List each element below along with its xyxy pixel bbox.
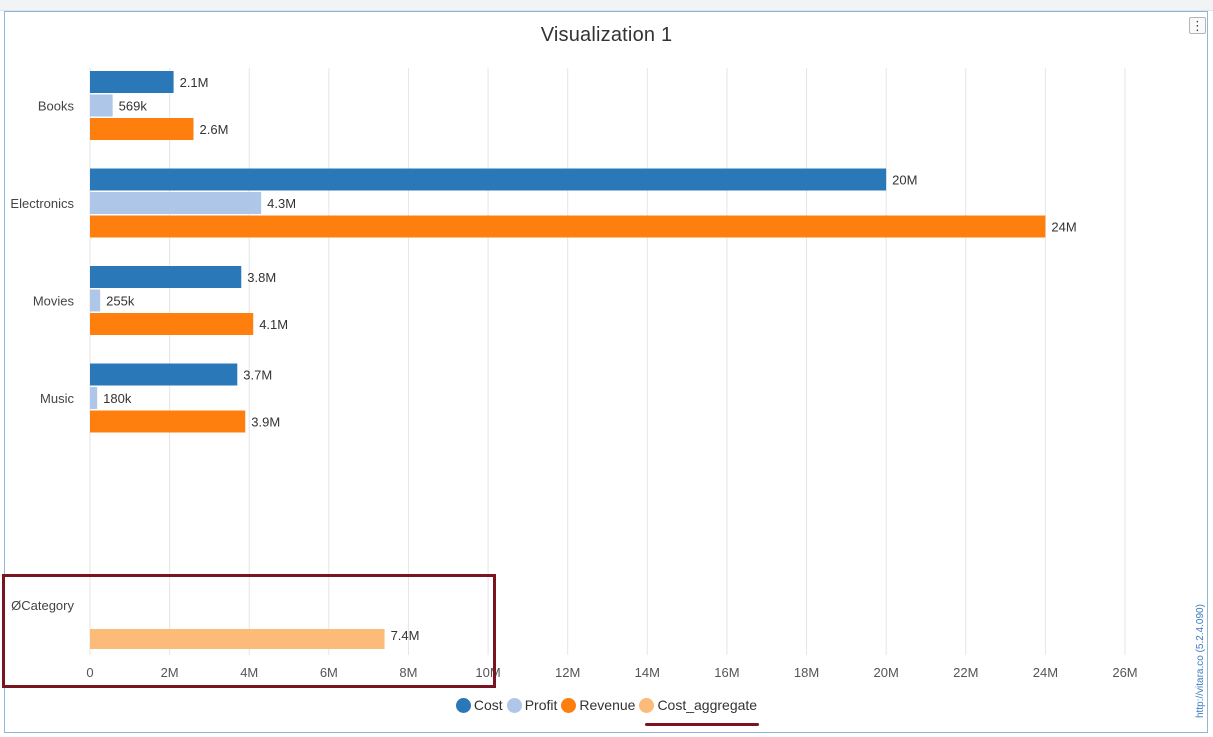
legend-swatch-cost xyxy=(455,697,471,713)
grid-lines xyxy=(89,68,1126,655)
value-label-cost-electronics: 20M xyxy=(892,173,917,188)
bar-revenue-movies[interactable] xyxy=(90,313,254,335)
value-label-cost-music: 3.7M xyxy=(243,368,272,383)
legend: Cost Profit Revenue Cost_aggregate xyxy=(0,697,1213,713)
value-label-revenue-books: 2.6M xyxy=(200,122,229,137)
bar-profit-books[interactable] xyxy=(90,94,113,117)
bar-cost-music[interactable] xyxy=(90,363,238,386)
bar-cost-books[interactable] xyxy=(90,71,174,93)
legend-label-cost: Cost xyxy=(473,697,503,713)
aggregate-highlight-box xyxy=(2,574,496,688)
legend-item-cost[interactable]: Cost xyxy=(455,697,503,713)
legend-swatch-profit xyxy=(506,697,522,713)
legend-label-profit: Profit xyxy=(524,697,558,713)
bar-revenue-books[interactable] xyxy=(90,118,194,140)
bar-cost-electronics[interactable] xyxy=(90,168,887,191)
bar-profit-movies[interactable] xyxy=(90,289,101,312)
bar-revenue-music[interactable] xyxy=(90,410,246,433)
legend-item-cost-aggregate[interactable]: Cost_aggregate xyxy=(639,697,757,713)
x-tick-label-2: 4M xyxy=(240,665,258,680)
legend-label-cost-aggregate: Cost_aggregate xyxy=(657,697,758,713)
category-label-books: Books xyxy=(38,99,75,114)
category-label-movies: Movies xyxy=(33,294,75,309)
category-label-aggregate: ØCategory xyxy=(11,598,74,613)
category-label-music: Music xyxy=(40,391,74,406)
value-label-cost-movies: 3.8M xyxy=(247,270,276,285)
chart-title: Visualization 1 xyxy=(540,24,673,46)
value-label-profit-movies: 255k xyxy=(106,294,135,309)
panel-menu-button[interactable]: ⋮ xyxy=(1189,17,1206,34)
value-label-profit-books: 569k xyxy=(119,99,148,114)
legend-label-revenue: Revenue xyxy=(579,697,636,713)
vertical-ellipsis-icon: ⋮ xyxy=(1191,18,1204,33)
bar-cost-aggregate[interactable] xyxy=(90,629,385,649)
bar-profit-electronics[interactable] xyxy=(90,192,262,214)
x-tick-label-10: 20M xyxy=(874,665,899,680)
value-label-cost-books: 2.1M xyxy=(180,75,209,90)
legend-swatch-revenue xyxy=(561,697,577,713)
bar-profit-music[interactable] xyxy=(90,387,98,409)
value-label-revenue-movies: 4.1M xyxy=(259,317,288,332)
x-tick-label-7: 14M xyxy=(635,665,660,680)
version-text[interactable]: http://vitara.co (5.2.4.090) xyxy=(1195,604,1206,718)
value-label-profit-electronics: 4.3M xyxy=(267,196,296,211)
bar-revenue-electronics[interactable] xyxy=(90,215,1046,238)
x-tick-label-6: 12M xyxy=(555,665,580,680)
legend-swatch-cost-aggregate xyxy=(639,697,655,713)
legend-item-revenue[interactable]: Revenue xyxy=(561,697,635,713)
value-label-cost-aggregate: 7.4M xyxy=(391,628,420,643)
x-tick-label-3: 6M xyxy=(320,665,338,680)
top-strip xyxy=(0,0,1213,11)
labels: 0 2M 4M 6M 8M 10M 12M 14M 16M 18M 20M 22M 24M 26MBook… xyxy=(10,75,1137,680)
x-tick-label-11: 22M xyxy=(953,665,978,680)
value-label-revenue-music: 3.9M xyxy=(251,415,280,430)
legend-item-profit[interactable]: Profit xyxy=(506,697,558,713)
bars xyxy=(90,71,1046,649)
value-label-revenue-electronics: 24M xyxy=(1051,220,1076,235)
category-label-electronics: Electronics xyxy=(10,196,74,211)
x-tick-label-4: 8M xyxy=(399,665,417,680)
x-tick-label-0: 0 xyxy=(86,665,93,680)
bar-cost-movies[interactable] xyxy=(90,266,242,288)
x-tick-label-13: 26M xyxy=(1112,665,1137,680)
legend-underline xyxy=(645,723,759,726)
x-tick-label-9: 18M xyxy=(794,665,819,680)
x-tick-label-1: 2M xyxy=(161,665,179,680)
x-tick-label-8: 16M xyxy=(714,665,739,680)
x-tick-label-12: 24M xyxy=(1033,665,1058,680)
value-label-profit-music: 180k xyxy=(103,391,132,406)
